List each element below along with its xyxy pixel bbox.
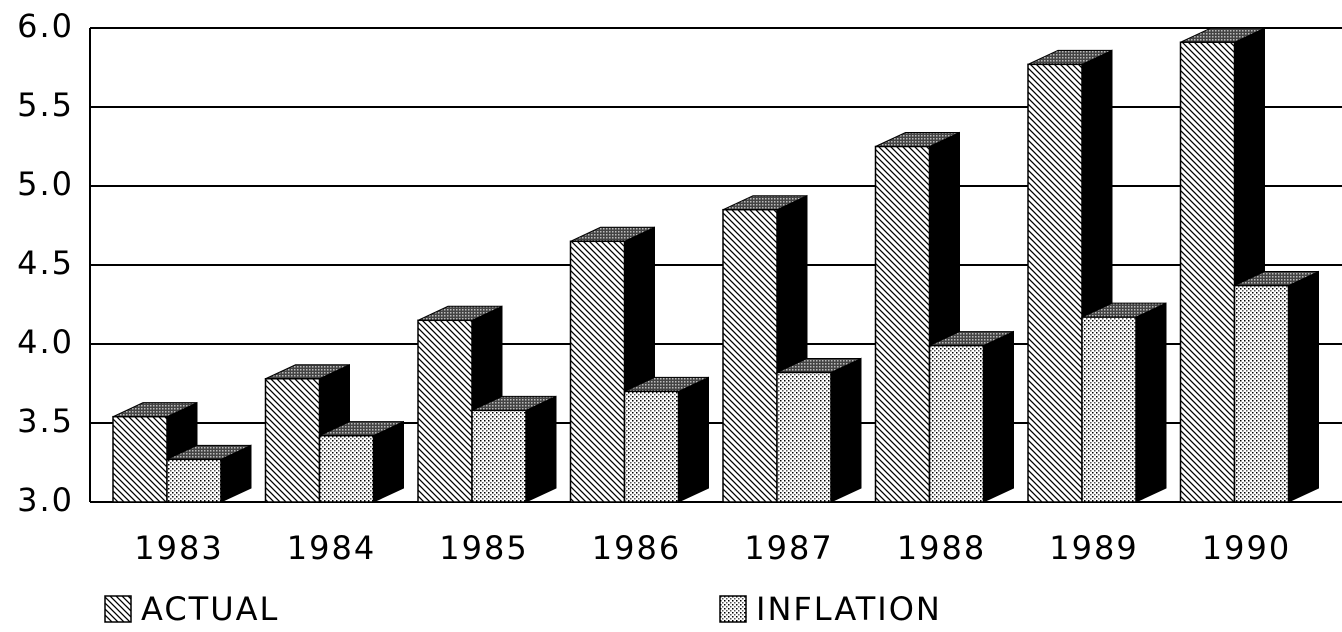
bar [112, 415, 168, 503]
bar [874, 145, 931, 503]
bar [928, 344, 985, 503]
x-tick-label: 1985 [439, 529, 528, 567]
y-tick-label: 3.0 [17, 481, 74, 519]
x-tick-label: 1987 [744, 529, 833, 567]
bar-side [983, 330, 1014, 503]
bar [417, 319, 473, 503]
bar-side [525, 395, 557, 503]
legend-label: INFLATION [756, 590, 942, 628]
x-tick-label: 1983 [134, 529, 223, 567]
bar [722, 208, 778, 503]
bar [1081, 316, 1137, 503]
bar [1233, 284, 1290, 503]
bar-side [830, 357, 862, 503]
x-tick-label: 1989 [1049, 529, 1138, 567]
bar [569, 240, 626, 503]
x-tick-label: 1984 [287, 529, 376, 567]
bar [166, 458, 222, 503]
bar [1179, 41, 1236, 503]
bar-side [1288, 270, 1319, 503]
x-tick-label: 1988 [897, 529, 986, 567]
y-tick-label: 4.0 [17, 323, 74, 361]
bar [471, 409, 527, 503]
bar-side [1135, 302, 1167, 503]
bar [776, 371, 832, 503]
y-tick-label: 3.5 [17, 402, 74, 440]
bar-side [678, 376, 709, 503]
legend-swatch [719, 595, 747, 623]
x-tick-label: 1990 [1202, 529, 1291, 567]
bar [264, 378, 321, 503]
bar [318, 434, 375, 503]
x-tick-label: 1986 [592, 529, 681, 567]
y-tick-label: 5.5 [17, 86, 74, 124]
y-tick-label: 5.0 [17, 165, 74, 203]
bar [623, 390, 680, 503]
legend-label: ACTUAL [141, 590, 279, 628]
y-tick-label: 6.0 [17, 7, 74, 45]
legend-swatch [104, 595, 132, 623]
y-tick-label: 4.5 [17, 244, 74, 282]
bar [1027, 63, 1083, 503]
